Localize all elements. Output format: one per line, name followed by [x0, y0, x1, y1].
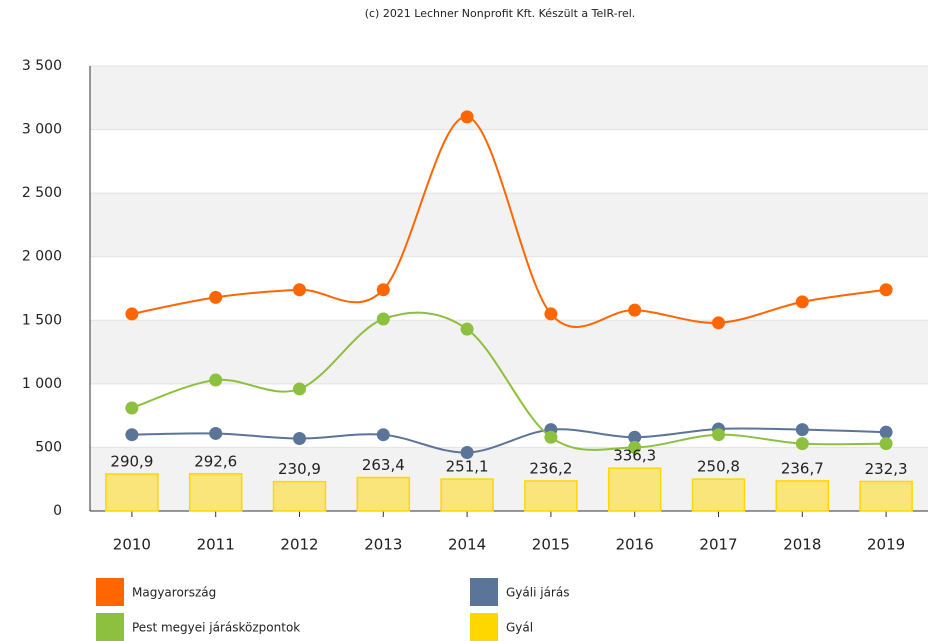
bar [105, 473, 159, 512]
point [879, 283, 893, 297]
y-tick-label: 3 500 [22, 58, 62, 74]
point [628, 303, 642, 317]
point [544, 430, 558, 444]
line [131, 115, 887, 328]
y-tick-label: 2 000 [22, 249, 62, 265]
bar [775, 480, 830, 512]
point [879, 425, 893, 439]
legend-label: Gyál [506, 621, 533, 635]
x-tick-label: 2015 [532, 536, 570, 554]
value-label: 290,9 [110, 453, 153, 471]
bar [607, 467, 662, 512]
y-tick-label: 500 [35, 439, 62, 455]
line [131, 311, 887, 451]
point [795, 295, 809, 309]
point [125, 401, 139, 415]
line [131, 427, 887, 454]
legend-swatch [96, 578, 124, 606]
point [209, 373, 223, 387]
bar [524, 480, 578, 512]
value-label: 251,1 [446, 458, 489, 476]
value-label: 232,3 [865, 460, 908, 478]
legend-swatch [96, 613, 124, 641]
y-tick-label: 3 000 [22, 122, 62, 138]
value-label: 336,3 [613, 447, 656, 465]
grid-band [90, 66, 928, 130]
value-label: 230,9 [278, 460, 321, 478]
point [460, 110, 474, 124]
point [376, 428, 390, 442]
point [209, 290, 223, 304]
legend-swatch [470, 578, 498, 606]
point [293, 382, 306, 396]
bar [691, 478, 746, 512]
point [712, 316, 725, 330]
y-tick-label: 1 000 [22, 376, 62, 392]
bar [440, 478, 494, 512]
bar [859, 480, 913, 512]
point [209, 426, 223, 440]
x-tick-label: 2016 [616, 536, 654, 554]
value-label: 236,7 [781, 459, 824, 477]
point [544, 307, 558, 321]
value-label: 236,2 [529, 459, 572, 477]
grid-band [90, 320, 928, 384]
y-tick-label: 2 500 [22, 185, 62, 201]
point [460, 322, 474, 336]
point [795, 437, 809, 451]
point [712, 428, 725, 442]
legend-label: Pest megyei járásközpontok [132, 621, 300, 635]
value-label: 250,8 [697, 458, 740, 476]
legend-label: Gyáli járás [506, 586, 569, 600]
point [879, 437, 893, 451]
value-label: 292,6 [194, 452, 237, 470]
x-tick-label: 2014 [448, 536, 486, 554]
point [125, 307, 139, 321]
y-tick-label: 0 [53, 503, 62, 519]
point [293, 432, 306, 446]
bar [356, 476, 411, 512]
x-tick-label: 2013 [364, 536, 402, 554]
point [795, 423, 809, 437]
bar [188, 473, 243, 512]
bar [272, 480, 327, 512]
point [460, 446, 474, 460]
credit: (c) 2021 Lechner Nonprofit Kft. Készült … [365, 7, 636, 20]
value-label: 263,4 [362, 456, 405, 474]
x-tick-label: 2017 [699, 536, 737, 554]
legend-label: Magyarország [132, 586, 216, 600]
x-tick-label: 2012 [280, 536, 318, 554]
point [125, 428, 139, 442]
y-tick-label: 1 500 [22, 312, 62, 328]
legend-swatch [470, 613, 498, 641]
point [376, 283, 390, 297]
point [293, 283, 306, 297]
point [628, 440, 642, 454]
x-tick-label: 2018 [783, 536, 821, 554]
point [376, 312, 390, 326]
x-tick-label: 2010 [113, 536, 151, 554]
x-tick-label: 2011 [197, 536, 235, 554]
point [628, 430, 642, 444]
x-tick-label: 2019 [867, 536, 905, 554]
